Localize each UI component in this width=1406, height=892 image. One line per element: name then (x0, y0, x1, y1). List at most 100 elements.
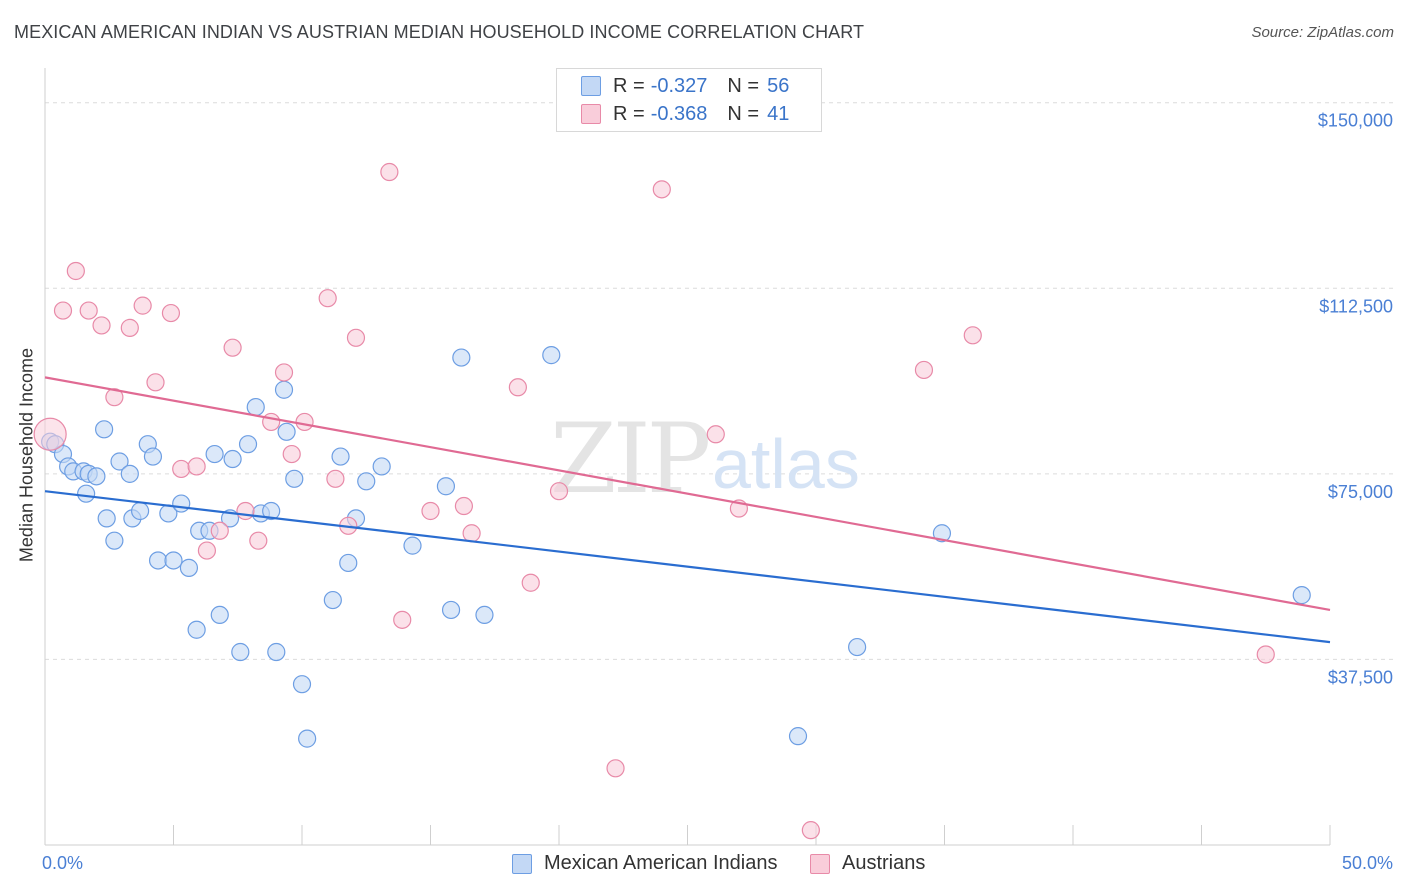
point-austrian (963, 326, 982, 345)
r-label: R = (613, 102, 645, 125)
point-austrian (326, 469, 345, 488)
axes (44, 68, 1331, 846)
point-mexican-american-indian (95, 420, 114, 439)
point-mexican-american-indian (223, 449, 242, 469)
r-label: R = (613, 74, 645, 97)
point-mexican-american-indian (120, 464, 139, 483)
point-austrian (133, 296, 152, 315)
point-mexican-american-indian (298, 729, 317, 748)
point-mexican-american-indian (788, 727, 808, 746)
point-austrian (914, 360, 934, 380)
point-mexican-american-indian (143, 447, 163, 466)
point-austrian (706, 425, 725, 444)
point-austrian (521, 573, 540, 592)
point-austrian (462, 524, 481, 543)
point-mexican-american-indian (97, 509, 116, 528)
series-legend-mexican[interactable]: Mexican American Indians (512, 852, 777, 875)
point-austrian (236, 501, 255, 521)
point-mexican-american-indian (372, 457, 391, 476)
n-label: N = (727, 102, 760, 125)
point-austrian (549, 482, 569, 501)
point-mexican-american-indian (436, 477, 456, 496)
point-austrian (161, 303, 181, 323)
point-austrian (274, 363, 294, 382)
stats-legend-row-mexican: R = -0.327 N = 56 (581, 73, 789, 99)
point-mexican-american-indian (246, 397, 265, 417)
point-austrian (33, 417, 67, 451)
point-austrian (187, 457, 206, 476)
point-austrian (197, 541, 217, 560)
point-mexican-american-indian (205, 444, 224, 464)
point-austrian (282, 444, 301, 464)
point-austrian (508, 378, 527, 397)
point-austrian (249, 531, 268, 550)
y-tick-label: $37,500 (1328, 667, 1393, 687)
point-austrian (172, 459, 191, 479)
point-austrian (801, 821, 820, 840)
point-austrian (318, 289, 337, 308)
point-austrian (120, 318, 139, 337)
point-mexican-american-indian (87, 467, 106, 486)
series-legend-austrian[interactable]: Austrians (810, 852, 925, 875)
n-label: N = (727, 74, 760, 97)
point-austrian (53, 301, 73, 320)
point-austrian (295, 412, 314, 432)
point-austrian (393, 610, 412, 629)
point-austrian (380, 162, 399, 182)
grid-lines (45, 102, 1395, 660)
watermark: ZIP atlas (550, 403, 860, 515)
point-mexican-american-indian (148, 551, 168, 570)
point-austrian (79, 301, 98, 320)
point-mexican-american-indian (848, 637, 867, 657)
r-value-mexican: -0.327 (650, 74, 708, 97)
stats-legend: R = -0.327 N = 56 R = -0.368 N = 41 (556, 68, 822, 132)
point-austrian (223, 338, 242, 357)
series-name-austrian: Austrians (842, 852, 926, 874)
point-mexican-american-indian (231, 642, 250, 662)
n-value-austrian: 41 (767, 102, 790, 125)
r-value-austrian: -0.368 (650, 102, 708, 125)
point-austrian (105, 388, 124, 407)
series-name-mexican: Mexican American Indians (544, 852, 778, 874)
n-value-mexican: 56 (767, 74, 790, 97)
point-mexican-american-indian (475, 605, 494, 625)
point-austrian (454, 496, 474, 516)
stats-legend-row-austrian: R = -0.368 N = 41 (581, 101, 789, 127)
point-mexican-american-indian (403, 536, 422, 555)
trend-line-austrian (44, 376, 1331, 612)
point-mexican-american-indian (262, 501, 281, 521)
point-austrian (652, 180, 671, 199)
point-mexican-american-indian (179, 558, 199, 577)
point-mexican-american-indian (238, 435, 258, 454)
point-mexican-american-indian (267, 642, 286, 662)
point-mexican-american-indian (292, 675, 312, 694)
point-austrian (606, 759, 625, 778)
y-tick-label: $150,000 (1318, 111, 1393, 131)
point-austrian (66, 261, 85, 281)
point-mexican-american-indian (452, 348, 471, 367)
trend-line-mexican (44, 490, 1331, 644)
point-austrian (146, 373, 165, 392)
point-mexican-american-indian (110, 452, 129, 471)
point-mexican-american-indian (210, 605, 229, 625)
point-mexican-american-indian (331, 447, 350, 466)
y-tick-label: $112,500 (1319, 296, 1393, 316)
point-mexican-american-indian (339, 553, 358, 573)
x-tick-labels: 0.0% 50.0% (42, 853, 1393, 873)
trend-lines (44, 376, 1331, 644)
point-mexican-american-indian (172, 494, 191, 513)
y-tick-label: $75,000 (1328, 482, 1393, 502)
point-austrian (92, 316, 111, 335)
point-austrian (421, 501, 440, 521)
point-mexican-american-indian (130, 501, 150, 521)
point-mexican-american-indian (1292, 586, 1311, 605)
x-tick-label: 0.0% (42, 853, 83, 873)
point-mexican-american-indian (187, 620, 206, 639)
point-austrian (210, 521, 229, 540)
point-mexican-american-indian (357, 472, 376, 491)
chart-title: MEXICAN AMERICAN INDIAN VS AUSTRIAN MEDI… (14, 22, 865, 42)
point-austrian (1256, 645, 1275, 664)
point-mexican-american-indian (285, 469, 304, 488)
series-swatch-mexican (512, 853, 532, 874)
